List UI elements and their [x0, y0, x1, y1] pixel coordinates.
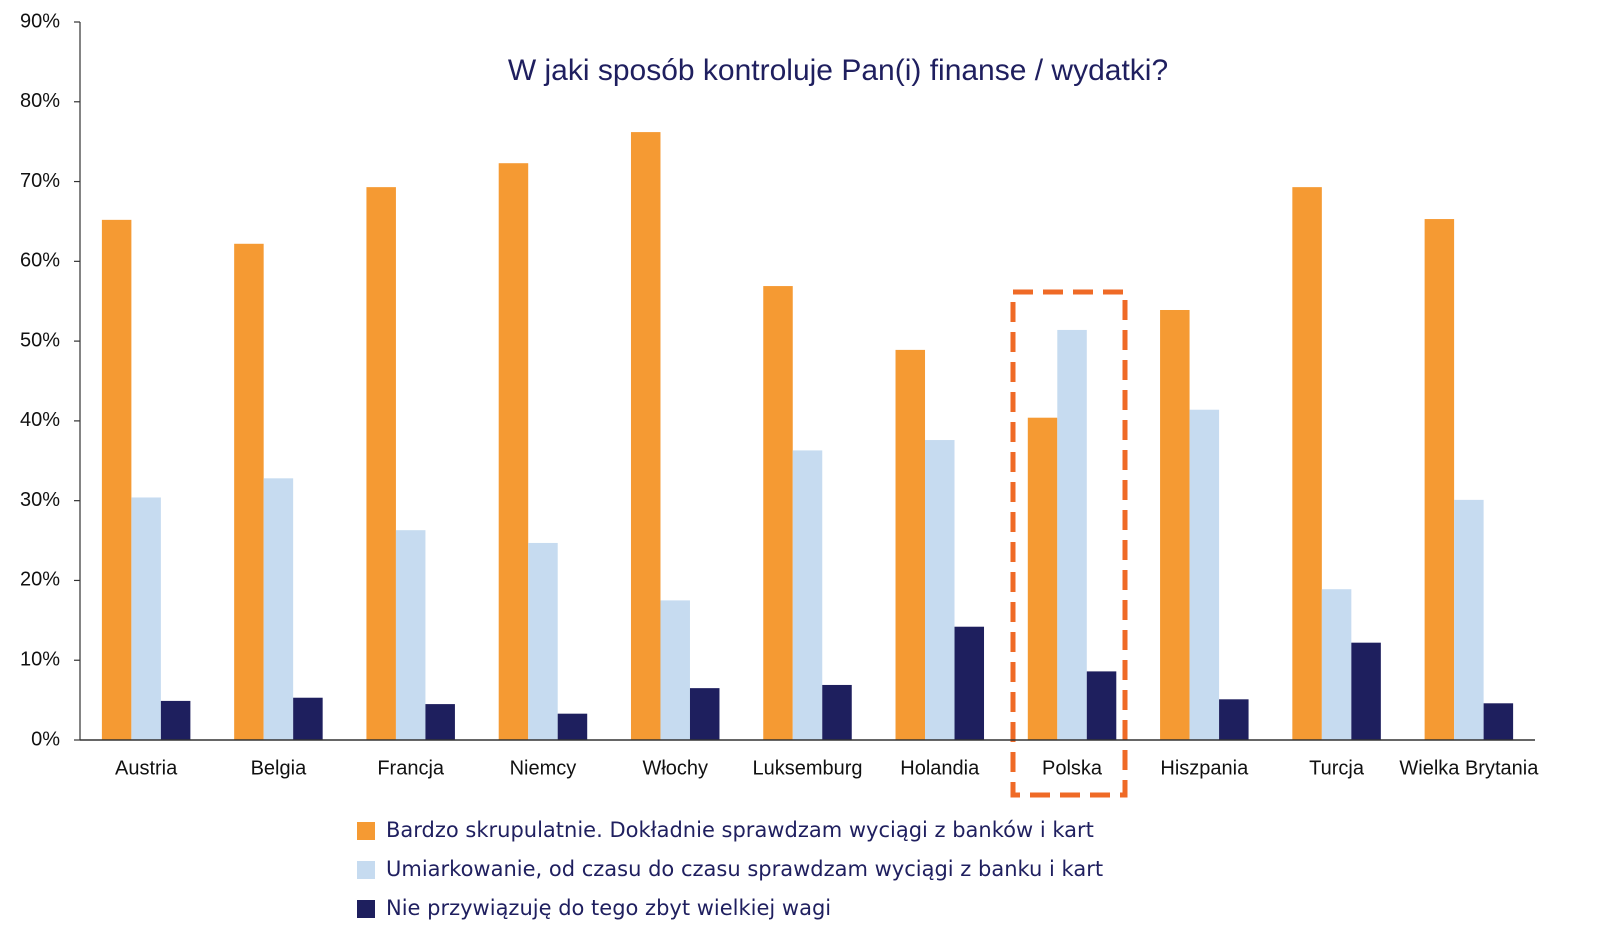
bar	[925, 440, 955, 740]
x-tick-label: Włochy	[642, 757, 708, 779]
x-tick-label: Holandia	[900, 757, 980, 779]
bar	[528, 542, 558, 740]
x-tick-label: Wielka Brytania	[1399, 757, 1539, 779]
x-tick-label: Turcja	[1309, 757, 1365, 779]
bar	[1424, 219, 1455, 740]
x-tick-label: Luksemburg	[752, 757, 862, 779]
highlight-box	[1010, 289, 1128, 798]
legend-swatch	[357, 861, 375, 879]
bar	[1057, 329, 1087, 740]
legend-label: Umiarkowanie, od czasu do czasu sprawdza…	[386, 857, 1103, 881]
bar	[1483, 703, 1514, 740]
bar	[630, 132, 661, 741]
legend-label: Nie przywiązuję do tego zbyt wielkiej wa…	[386, 896, 831, 920]
bar	[1454, 499, 1484, 740]
bar	[101, 219, 132, 741]
bar	[1189, 409, 1220, 740]
y-tick-label: 50%	[20, 329, 60, 351]
y-tick-label: 30%	[20, 489, 60, 511]
x-tick-label: Hiszpania	[1160, 757, 1249, 779]
bar	[1086, 671, 1117, 740]
bar	[1027, 417, 1058, 740]
bar	[293, 697, 323, 740]
legend-swatch	[357, 822, 375, 840]
x-tick-label: Francja	[377, 757, 445, 779]
y-tick-label: 10%	[20, 649, 60, 671]
bar	[366, 187, 396, 740]
bar	[822, 684, 852, 740]
bar	[498, 163, 529, 740]
chart-title: W jaki sposób kontroluje Pan(i) finanse …	[508, 54, 1168, 87]
bar	[1160, 309, 1190, 740]
x-tick-label: Niemcy	[510, 757, 577, 779]
legend-swatch	[357, 900, 375, 918]
bar	[1321, 589, 1352, 740]
y-tick-label: 40%	[20, 409, 60, 431]
bar	[763, 286, 793, 740]
y-tick-label: 20%	[20, 569, 60, 591]
bar	[660, 600, 690, 740]
bar	[395, 530, 426, 740]
bar	[792, 450, 823, 740]
bar	[425, 704, 455, 740]
bar	[689, 688, 720, 740]
bar	[131, 497, 161, 740]
bar	[160, 700, 191, 740]
y-tick-label: 70%	[20, 170, 60, 192]
y-tick-label: 60%	[20, 250, 60, 272]
x-tick-label: Austria	[115, 757, 178, 779]
bar	[954, 626, 985, 740]
y-tick-label: 0%	[31, 728, 60, 750]
legend-label: Bardzo skrupulatnie. Dokładnie sprawdzam…	[386, 818, 1094, 842]
bar	[895, 349, 926, 740]
x-tick-label: Polska	[1042, 757, 1103, 779]
bar	[234, 243, 264, 740]
bar	[1292, 187, 1322, 740]
x-tick-label: Belgia	[251, 757, 307, 779]
bar	[1219, 699, 1249, 740]
bar	[1351, 642, 1381, 740]
y-tick-label: 90%	[20, 10, 60, 32]
bar	[263, 478, 294, 740]
bar	[557, 713, 588, 740]
y-tick-label: 80%	[20, 90, 60, 112]
